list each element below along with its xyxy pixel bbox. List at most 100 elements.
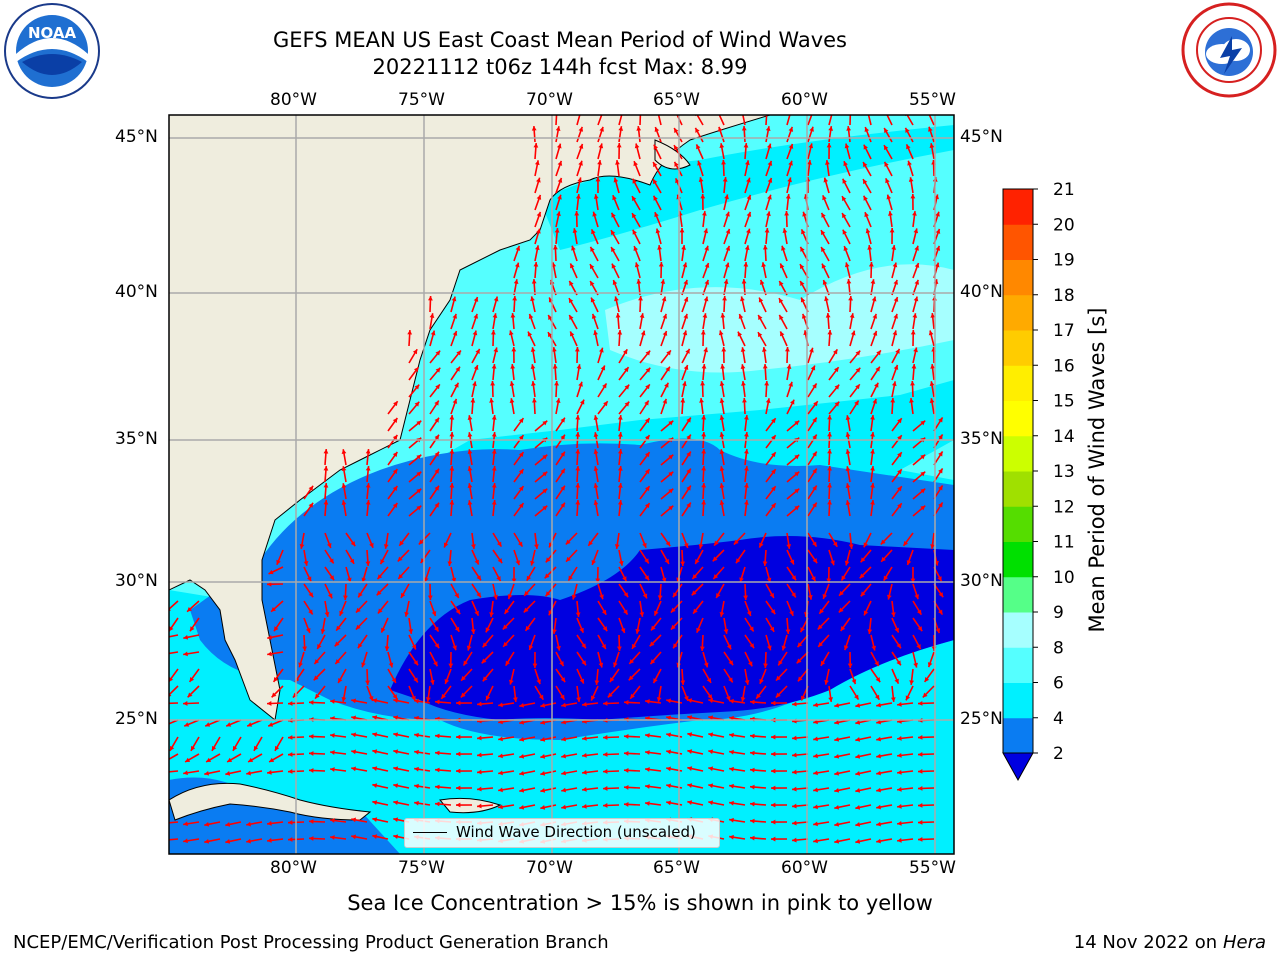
- wave-direction-arrowhead: [598, 143, 604, 149]
- wave-direction-arrowhead: [603, 701, 608, 706]
- wave-direction-arrowhead: [897, 435, 902, 441]
- wave-direction-arrowhead: [860, 591, 866, 597]
- wave-direction-arrowhead: [393, 749, 399, 755]
- wave-direction-arrowhead: [765, 126, 771, 132]
- map-legend: Wind Wave Direction (unscaled): [404, 818, 720, 848]
- wave-direction-arrowhead: [700, 330, 706, 335]
- wave-direction-arrow: [169, 719, 179, 725]
- wave-direction-arrowhead: [744, 245, 750, 251]
- wave-direction-arrowhead: [832, 349, 838, 355]
- wave-direction-arrowhead: [590, 246, 595, 252]
- wave-direction-arrowhead: [162, 651, 167, 656]
- wave-direction-arrowhead: [832, 541, 838, 547]
- wave-direction-arrowhead: [267, 701, 272, 706]
- wave-direction-arrowhead: [560, 468, 565, 474]
- wave-direction-arrowhead: [590, 297, 596, 303]
- wave-direction-arrowhead: [443, 542, 449, 548]
- wave-direction-arrowhead: [456, 785, 461, 791]
- wave-direction-arrowhead: [609, 677, 615, 683]
- map-frame: [168, 114, 955, 855]
- wave-direction-arrowhead: [822, 593, 828, 599]
- wave-direction-arrowhead: [575, 483, 581, 488]
- wave-direction-arrow: [828, 115, 833, 126]
- colorbar-segment: [1003, 717, 1033, 754]
- wave-direction-arrowhead: [392, 486, 398, 491]
- wave-direction-arrowhead: [722, 296, 727, 301]
- wave-direction-arrow: [169, 838, 179, 841]
- wave-direction-arrowhead: [314, 659, 320, 664]
- wave-direction-arrowhead: [746, 228, 751, 234]
- wave-direction-arrowhead: [938, 592, 944, 598]
- wave-direction-arrowhead: [416, 505, 422, 511]
- wave-direction-arrowhead: [841, 575, 846, 581]
- lat-label-right-25n: 25°N: [960, 709, 1003, 729]
- wave-direction-arrowhead: [665, 541, 671, 547]
- wave-direction-arrowhead: [472, 330, 478, 336]
- wave-direction-arrowhead: [845, 432, 851, 437]
- wave-direction-arrowhead: [267, 821, 272, 826]
- wave-direction-arrowhead: [929, 143, 935, 149]
- wave-direction-arrowhead: [162, 838, 167, 843]
- wave-direction-arrowhead: [750, 750, 755, 756]
- wave-direction-arrowhead: [762, 245, 768, 250]
- wave-direction-arrowhead: [470, 629, 476, 634]
- wave-direction-arrowhead: [309, 734, 314, 739]
- wave-direction-arrowhead: [467, 432, 473, 437]
- wave-direction-arrowhead: [617, 483, 623, 488]
- wave-direction-arrowhead: [601, 609, 607, 615]
- wave-direction-arrowhead: [924, 677, 930, 682]
- wave-direction-arrowhead: [645, 350, 651, 356]
- wave-direction-arrowhead: [920, 505, 926, 511]
- wave-direction-arrowhead: [683, 542, 689, 548]
- wave-direction-arrowhead: [708, 749, 714, 755]
- wave-direction-arrowhead: [897, 469, 902, 475]
- wave-direction-arrowhead: [324, 612, 330, 617]
- colorbar-tick-label: 15: [1053, 392, 1075, 412]
- wave-direction-arrow: [169, 651, 179, 655]
- wave-direction-arrowhead: [434, 626, 439, 632]
- wave-direction-arrowhead: [569, 331, 575, 337]
- wave-direction-arrowhead: [308, 502, 314, 508]
- wave-direction-arrowhead: [874, 661, 879, 667]
- wave-direction-arrowhead: [511, 578, 517, 583]
- wave-direction-arrowhead: [766, 211, 771, 217]
- wave-direction-arrowhead: [800, 280, 805, 286]
- wave-direction-arrowhead: [767, 177, 773, 183]
- wave-direction-arrowhead: [780, 263, 785, 269]
- wave-direction-arrowhead: [577, 177, 583, 183]
- wave-direction-arrowhead: [722, 177, 728, 182]
- wave-direction-arrowhead: [728, 677, 733, 683]
- wave-direction-arrowhead: [827, 500, 832, 505]
- wave-direction-arrowhead: [796, 658, 802, 664]
- wave-direction-arrowhead: [686, 417, 691, 423]
- wave-direction-arrowhead: [938, 502, 943, 508]
- wave-direction-arrowhead: [493, 296, 499, 302]
- wave-direction-arrowhead: [737, 331, 743, 337]
- wave-direction-arrowhead: [452, 313, 458, 319]
- wave-direction-arrowhead: [330, 767, 335, 772]
- wave-direction-arrowhead: [911, 364, 917, 369]
- wave-direction-arrowhead: [377, 608, 383, 614]
- wave-direction-arrowhead: [434, 417, 439, 423]
- wave-direction-arrowhead: [611, 263, 617, 269]
- wave-direction-arrowhead: [812, 383, 817, 389]
- wave-direction-arrowhead: [571, 245, 576, 251]
- wave-direction-arrowhead: [534, 160, 540, 166]
- wave-direction-arrowhead: [800, 297, 806, 303]
- wave-direction-arrowhead: [414, 732, 419, 738]
- colorbar-tick-label: 13: [1053, 462, 1075, 482]
- wave-direction-arrowhead: [701, 466, 707, 471]
- wave-direction-arrowhead: [801, 229, 806, 235]
- wave-direction-arrowhead: [456, 768, 461, 774]
- wave-direction-arrowhead: [400, 592, 406, 598]
- wave-direction-arrowhead: [888, 211, 893, 216]
- wave-direction-arrowhead: [680, 561, 686, 566]
- wave-direction-arrowhead: [454, 626, 460, 632]
- wave-direction-arrowhead: [779, 314, 784, 320]
- wave-direction-arrowhead: [748, 661, 753, 667]
- wave-direction-arrowhead: [930, 313, 936, 318]
- wave-direction-arrowhead: [560, 451, 565, 457]
- wave-direction-arrowhead: [601, 644, 606, 650]
- wave-direction-arrowhead: [800, 246, 805, 252]
- wave-direction-arrowhead: [884, 145, 889, 151]
